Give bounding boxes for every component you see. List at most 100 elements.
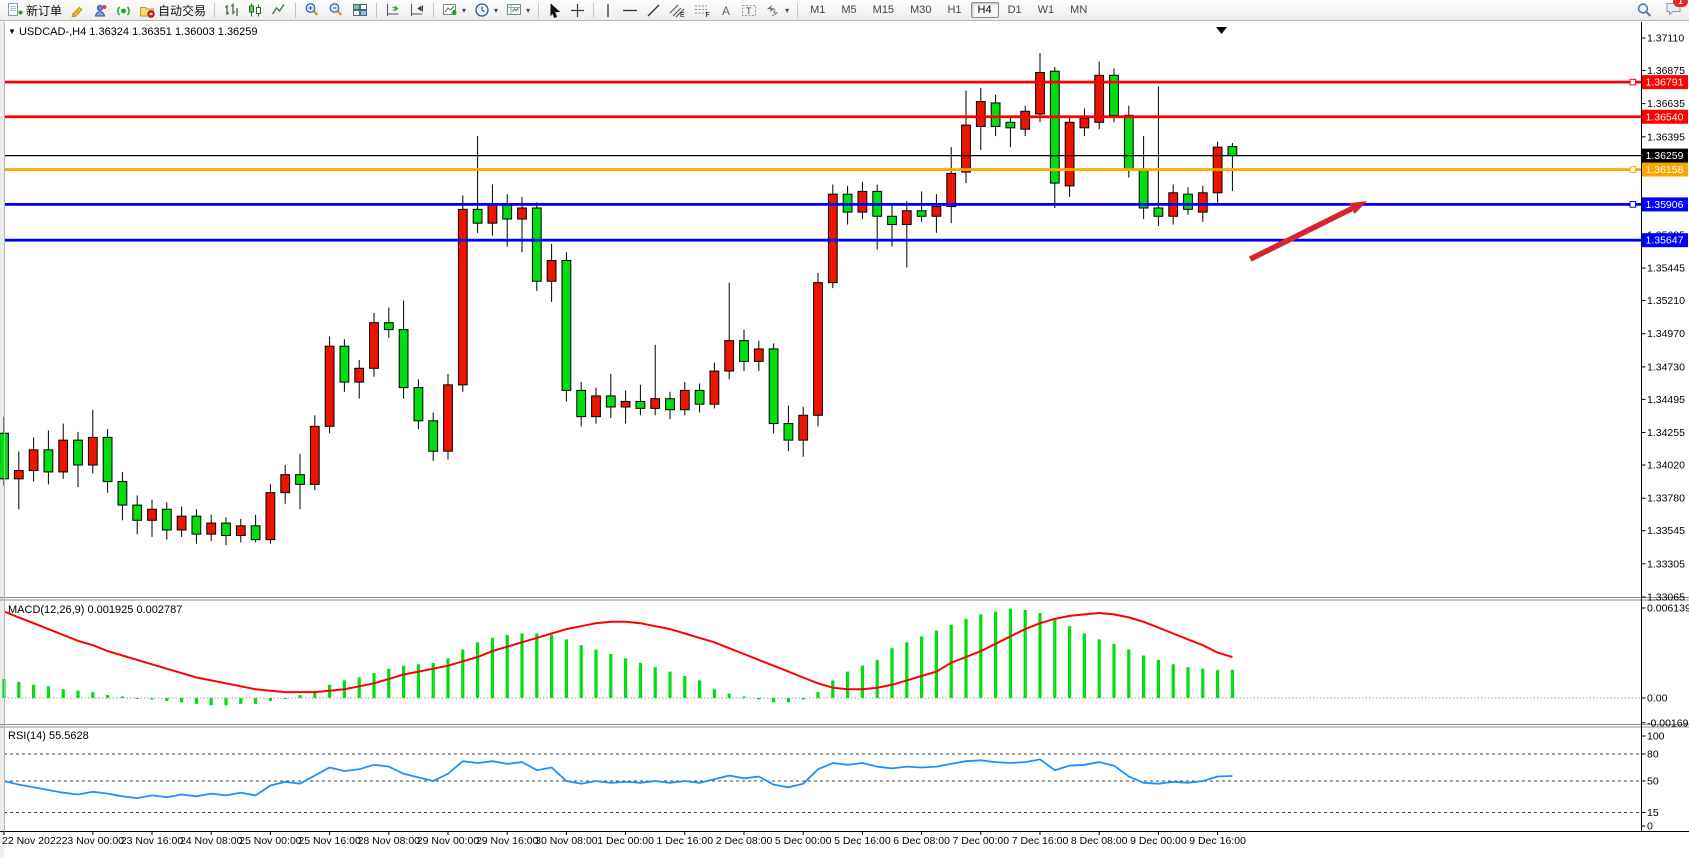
indicators-button[interactable]: ▾: [438, 0, 470, 21]
price-tag-value: 1.35906: [1646, 199, 1684, 211]
macd-tick-label: 0.00: [1647, 693, 1668, 705]
arrows-tool-button[interactable]: ▾: [761, 0, 793, 21]
tab-m15[interactable]: M15: [872, 4, 895, 16]
new-order-button[interactable]: 新订单: [3, 0, 66, 21]
candle: [28, 449, 39, 472]
macd-histogram-bar: [150, 698, 154, 700]
trend-arrow-annotation[interactable]: [1248, 201, 1368, 262]
candle: [813, 282, 823, 416]
candle: [472, 208, 483, 224]
macd-histogram-bar: [298, 695, 302, 698]
candle: [354, 367, 365, 383]
fibonacci-tool-button[interactable]: F: [690, 0, 715, 21]
price-level-line[interactable]: [4, 202, 1642, 206]
price-level-line[interactable]: [4, 238, 1642, 242]
chart-canvas[interactable]: 1.371101.368751.366351.363951.356851.354…: [0, 21, 1689, 858]
macd-histogram-bar: [727, 693, 731, 698]
macd-histogram-bar: [1216, 670, 1220, 698]
tab-h1[interactable]: H1: [947, 4, 962, 16]
line-drag-handle[interactable]: [1629, 166, 1637, 173]
trendline-tool-button[interactable]: [642, 0, 665, 21]
template-icon: [507, 4, 522, 15]
price-level-line[interactable]: [4, 168, 1642, 171]
zoom-in-icon: [305, 3, 319, 16]
candle: [975, 101, 986, 127]
text-label-tool-button[interactable]: T: [737, 0, 761, 21]
macd-histogram-bar: [446, 658, 450, 698]
bar-chart-mode-button[interactable]: [219, 0, 243, 21]
price-tag-box: [1642, 75, 1688, 90]
macd-histogram-bar: [890, 648, 894, 698]
crosshair-tool-button[interactable]: [566, 0, 589, 21]
marker-button[interactable]: [66, 0, 89, 21]
price-tick-label: 1.33780: [1647, 493, 1685, 505]
tile-windows-icon: [353, 4, 368, 16]
macd-histogram-bar: [180, 698, 184, 703]
toolbar-separator: [376, 2, 378, 18]
notifications-button[interactable]: 1: [1665, 0, 1688, 20]
macd-histogram-bar: [772, 698, 776, 703]
chart-window: 1.371101.368751.366351.363951.356851.354…: [0, 21, 1689, 858]
time-tick-label: 2 Dec 08:00: [716, 835, 773, 847]
tab-h4[interactable]: H4: [970, 2, 999, 18]
macd-histogram-bar: [313, 690, 317, 698]
macd-histogram-bar: [1186, 667, 1190, 698]
search-button[interactable]: [1632, 0, 1657, 21]
periods-button[interactable]: ▾: [470, 0, 502, 21]
tab-m5[interactable]: M5: [841, 4, 857, 16]
time-tick-label: 25 Nov 00:00: [239, 835, 302, 847]
candle: [1183, 193, 1193, 210]
channel-tool-button[interactable]: E: [665, 0, 690, 21]
macd-indicator-name: MACD(12,26,9): [8, 604, 85, 616]
chart-shift-button[interactable]: [405, 0, 429, 21]
auto-scroll-button[interactable]: [381, 0, 405, 21]
macd-histogram-bar: [372, 673, 376, 698]
horizontal-line-tool-button[interactable]: [618, 0, 642, 21]
macd-histogram-bar: [224, 698, 228, 706]
profile-button[interactable]: [89, 0, 112, 21]
auto-trading-icon: [140, 6, 155, 18]
tab-m30[interactable]: M30: [910, 4, 932, 16]
tab-d1[interactable]: D1: [1007, 4, 1022, 16]
candle: [605, 395, 616, 408]
zoom-out-button[interactable]: [324, 0, 348, 21]
rsi-tick-label: 50: [1647, 776, 1659, 788]
macd-histogram-bar: [550, 634, 554, 698]
zoom-in-button[interactable]: [300, 0, 324, 21]
tab-m1[interactable]: M1: [810, 4, 826, 16]
templates-button[interactable]: ▾: [502, 0, 534, 21]
candle: [398, 329, 409, 389]
vertical-line-tool-button[interactable]: [598, 0, 618, 21]
cursor-tool-button[interactable]: [543, 0, 566, 21]
scroll-position-marker[interactable]: [1216, 27, 1227, 34]
macd-histogram-bar: [579, 645, 583, 698]
auto-trading-button[interactable]: 自动交易: [135, 0, 210, 21]
text-tool-button[interactable]: A: [715, 0, 737, 21]
candlestick-mode-button[interactable]: [243, 0, 267, 21]
price-tick-label: 1.36875: [1647, 65, 1685, 77]
candle: [295, 474, 305, 485]
price-tick-label: 1.34495: [1647, 394, 1685, 406]
rsi-tick-label: 100: [1647, 731, 1665, 743]
candle: [383, 322, 394, 331]
line-drag-handle[interactable]: [1629, 201, 1637, 208]
candle: [502, 204, 513, 220]
symbol-collapse-icon[interactable]: ▼: [8, 27, 16, 36]
time-tick-label: 7 Dec 00:00: [952, 835, 1009, 847]
chart-frame: [0, 22, 1689, 832]
price-level-line[interactable]: [4, 80, 1642, 84]
signal-button[interactable]: [112, 0, 135, 21]
search-icon: [1637, 2, 1652, 17]
candle: [576, 389, 587, 418]
tab-w1[interactable]: W1: [1037, 4, 1055, 16]
line-chart-mode-button[interactable]: [267, 0, 291, 21]
line-drag-handle[interactable]: [1629, 78, 1637, 86]
macd-histogram-bar: [1068, 626, 1072, 698]
tile-windows-button[interactable]: [348, 0, 372, 21]
price-level-line[interactable]: [4, 115, 1642, 119]
arrow-head-icon: [1349, 201, 1368, 215]
tab-mn[interactable]: MN: [1070, 4, 1088, 16]
cursor-icon: [550, 2, 561, 18]
price-tag: 1.35906: [1642, 197, 1688, 212]
